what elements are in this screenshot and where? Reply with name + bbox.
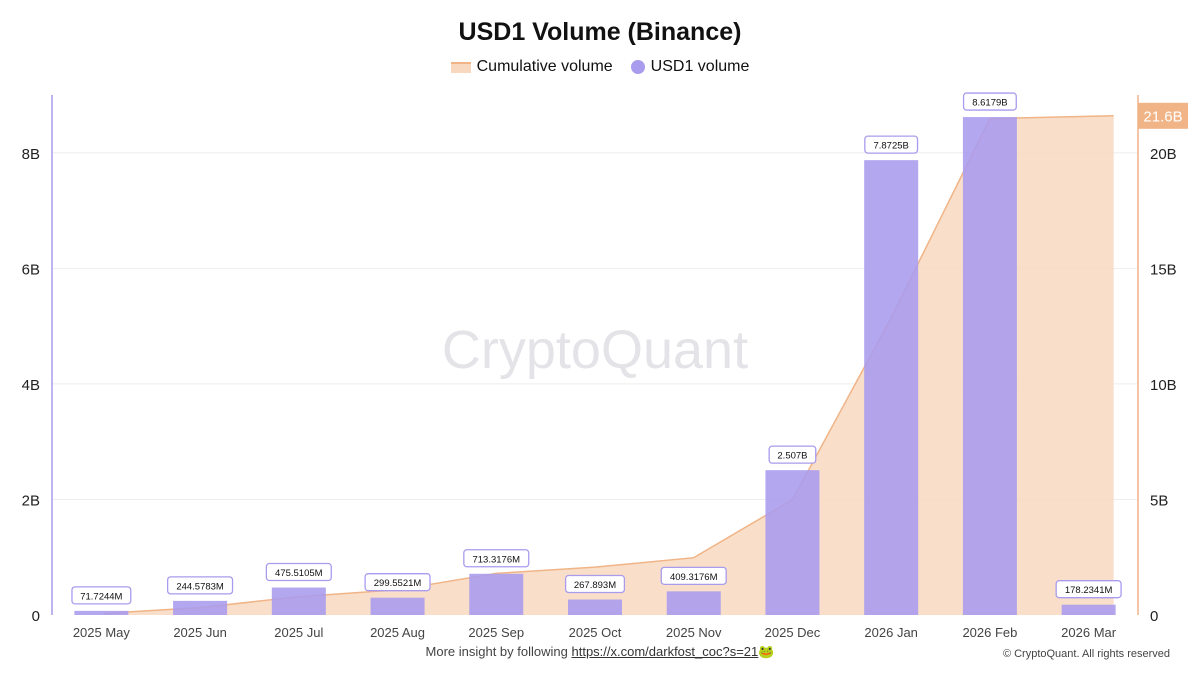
data-label-box bbox=[166, 576, 234, 595]
volume-swatch bbox=[630, 60, 645, 74]
x-tick-label: 2025 Nov bbox=[666, 625, 722, 640]
volume-bar bbox=[271, 587, 326, 615]
footer: More insight by following https://x.com/… bbox=[0, 644, 1200, 660]
data-label: 178.2341M bbox=[1065, 585, 1113, 596]
data-label-box bbox=[564, 574, 626, 594]
data-label: 7.8725B bbox=[873, 141, 908, 152]
x-tick-label: 2025 Jun bbox=[173, 625, 227, 640]
volume-bar bbox=[962, 117, 1017, 615]
cumulative-swatch bbox=[450, 61, 471, 73]
data-label-box bbox=[463, 549, 530, 568]
legend-label-volume: USD1 volume bbox=[650, 58, 750, 75]
footer-text: More insight by following bbox=[425, 644, 572, 659]
x-tick-label: 2026 Feb bbox=[962, 625, 1017, 640]
footer-link[interactable]: https://x.com/darkfost_coc?s=21 bbox=[571, 644, 759, 659]
data-label-box bbox=[962, 92, 1017, 111]
volume-bar bbox=[1061, 604, 1116, 615]
data-label: 244.5783M bbox=[176, 581, 224, 592]
y-right-tick-label: 20B bbox=[1150, 146, 1177, 163]
data-label: 267.893M bbox=[574, 580, 616, 591]
legend-item-cumulative[interactable]: Cumulative volume bbox=[450, 58, 613, 76]
data-label: 409.3176M bbox=[670, 572, 718, 583]
data-label-box bbox=[864, 135, 919, 154]
x-tick-label: 2025 Sep bbox=[468, 625, 524, 640]
volume-bar bbox=[370, 597, 425, 615]
frog-icon: 🐸 bbox=[758, 644, 775, 659]
y-left-tick-label: 6B bbox=[22, 261, 40, 278]
copyright: © CryptoQuant. All rights reserved bbox=[1002, 648, 1170, 660]
cumulative-area bbox=[104, 115, 1114, 616]
x-tick-label: 2025 Aug bbox=[370, 625, 425, 640]
y-left-tick-label: 8B bbox=[22, 146, 40, 163]
data-label: 475.5105M bbox=[275, 568, 323, 579]
y-left-tick-label: 0 bbox=[32, 608, 40, 625]
volume-bar bbox=[864, 160, 919, 615]
volume-bar bbox=[469, 573, 524, 615]
y-right-tick-label: 5B bbox=[1150, 492, 1168, 509]
cumulative-line bbox=[104, 115, 1114, 615]
volume-bar bbox=[765, 470, 820, 615]
y-right-tick-label: 15B bbox=[1150, 261, 1177, 278]
data-label: 8.6179B bbox=[972, 98, 1007, 109]
chart-legend: Cumulative volume USD1 volume bbox=[0, 58, 1200, 76]
data-label-box bbox=[71, 586, 132, 605]
y-right-tick-label: 0 bbox=[1150, 608, 1158, 625]
volume-bar bbox=[666, 591, 721, 615]
data-label: 2.507B bbox=[777, 451, 807, 462]
x-tick-label: 2025 May bbox=[73, 625, 131, 640]
volume-bar bbox=[74, 610, 129, 615]
x-tick-label: 2026 Mar bbox=[1061, 625, 1117, 640]
data-label: 713.3176M bbox=[472, 554, 520, 565]
volume-bar bbox=[568, 599, 622, 615]
legend-item-volume[interactable]: USD1 volume bbox=[630, 58, 750, 76]
data-label: 71.7244M bbox=[80, 591, 122, 602]
x-tick-label: 2025 Oct bbox=[569, 625, 622, 640]
y-left-tick-label: 2B bbox=[22, 492, 40, 509]
volume-bar bbox=[173, 600, 228, 615]
data-label-box bbox=[364, 573, 431, 592]
cumulative-value-badge bbox=[1138, 102, 1188, 129]
y-left-tick-label: 4B bbox=[22, 377, 40, 394]
data-label-box bbox=[265, 562, 332, 582]
legend-label-cumulative: Cumulative volume bbox=[476, 58, 613, 75]
data-label-box bbox=[1055, 580, 1122, 599]
x-tick-label: 2025 Jul bbox=[274, 625, 323, 640]
x-tick-label: 2026 Jan bbox=[864, 625, 918, 640]
cumulative-value-label: 21.6B bbox=[1143, 108, 1182, 125]
data-label-box bbox=[768, 445, 817, 464]
data-label: 299.5521M bbox=[374, 578, 422, 589]
x-tick-label: 2025 Dec bbox=[765, 625, 821, 640]
watermark: CryptoQuant bbox=[442, 320, 748, 380]
chart-title: USD1 Volume (Binance) bbox=[458, 18, 742, 46]
data-label-box bbox=[660, 566, 727, 586]
y-right-tick-label: 10B bbox=[1150, 377, 1177, 394]
